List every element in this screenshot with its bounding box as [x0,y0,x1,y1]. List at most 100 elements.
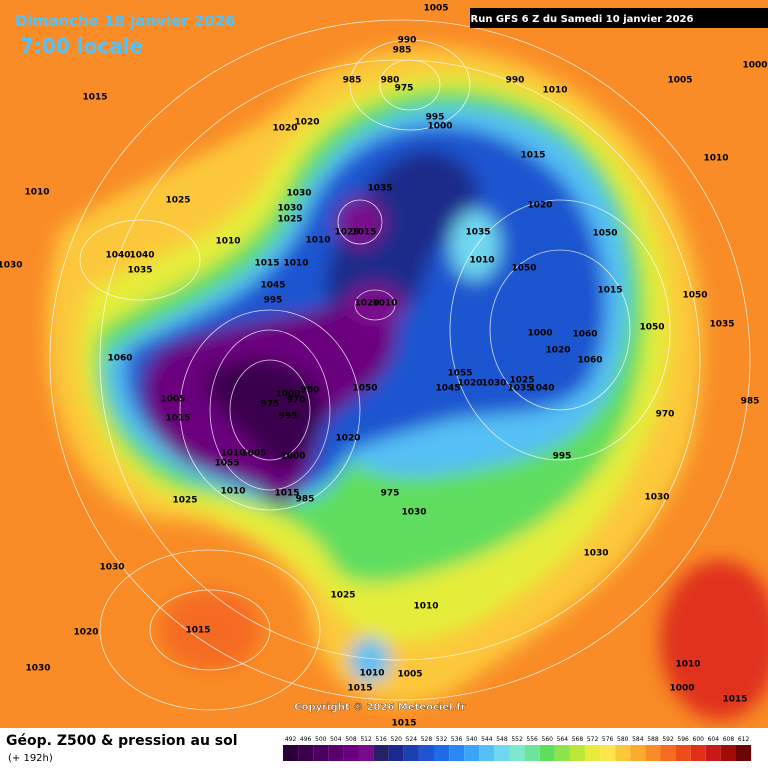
scale-swatch [615,745,631,761]
isobar-label: 985 [343,76,362,86]
isobar-label: 1050 [352,384,377,394]
isobar-label: 1045 [435,384,460,394]
isobar-label: 985 [296,495,315,505]
scale-swatch [298,745,314,761]
isobar-label: 1015 [82,93,107,103]
isobar-label: 1040 [529,384,554,394]
isobar-label: 1005 [667,76,692,86]
isobar-label: 1010 [675,660,700,670]
scale-swatch [449,745,465,761]
scale-swatch [388,745,404,761]
scale-swatch [283,745,299,761]
scale-label: 596 [677,736,689,743]
isobar-label: 1050 [511,264,536,274]
isobar-label: 1030 [644,493,669,503]
isobars [49,19,751,711]
isobar-label: 1020 [545,346,570,356]
isobar-label: 1015 [254,259,279,269]
isobar-label: 990 [398,36,417,46]
scale-label: 572 [587,736,599,743]
scale-swatch [464,745,480,761]
scale-label: 576 [602,736,614,743]
scale-label: 600 [693,736,705,743]
isobar-label: 1035 [507,384,532,394]
isobar-label: 1015 [185,626,210,636]
isobar-label: 1030 [583,549,608,559]
scale-swatch [630,745,646,761]
isobar-label: 1000 [275,390,300,400]
isobar-label: 1010 [469,256,494,266]
isobar-label: 1010 [283,259,308,269]
isobar-label: 1035 [709,320,734,330]
isobar-label: 1010 [220,449,245,459]
scale-swatch [509,745,525,761]
isobar-label: 1000 [742,61,767,71]
isobar-label: 1020 [73,628,98,638]
scale-swatch [720,745,736,761]
isobar-label: 1025 [277,215,302,225]
scale-swatch [600,745,616,761]
isobar-label: 1040 [129,251,154,261]
isobar-label: 1025 [172,496,197,506]
scale-label: 540 [466,736,478,743]
isobar-label: 1020 [335,434,360,444]
scale-swatch [358,745,374,761]
scale-swatch [660,745,676,761]
scale-swatch [403,745,419,761]
isobar-label: 1045 [260,281,285,291]
isobar-label: 1015 [722,695,747,705]
lead-time: (+ 192h) [8,753,53,764]
scale-label: 568 [572,736,584,743]
isobar-label: 995 [264,296,283,306]
isobar-label: 1010 [215,237,240,247]
isobar-label: 1030 [401,508,426,518]
isobar-label: 990 [506,76,525,86]
isobar-label: 970 [287,396,306,406]
scale-swatch [736,745,752,761]
scale-label: 544 [481,736,493,743]
isobar-label: 980 [301,386,320,396]
isobar-label: 1015 [391,719,416,729]
scale-label: 516 [375,736,387,743]
isobar-label: 970 [656,410,675,420]
isobar-label: 1000 [669,684,694,694]
isobar-label: 975 [261,400,280,410]
footer-title: Géop. Z500 & pression au sol [6,733,238,749]
isobar-label: 995 [279,412,298,422]
isobar-label: 1020 [272,124,297,134]
isobar-label: 1010 [305,236,330,246]
geopotential-field [46,46,768,720]
isobar-label: 1055 [214,459,239,469]
scale-label: 580 [617,736,629,743]
scale-swatch [373,745,389,761]
scale-label: 492 [285,736,297,743]
isobar-label: 1015 [597,286,622,296]
scale-label: 612 [738,736,750,743]
run-box [470,8,768,28]
scale-label: 524 [406,736,418,743]
scale-swatch [554,745,570,761]
isobar-label: 1015 [520,151,545,161]
isobar-label: 1040 [105,251,130,261]
isobar-label: 1035 [127,266,152,276]
scale-label: 604 [708,736,720,743]
time: 7:00 locale [20,34,143,58]
isobar-label: 1060 [107,354,132,364]
scale-label: 548 [496,736,508,743]
scale-label: 500 [315,736,327,743]
scale-swatch [479,745,495,761]
scale-label: 552 [511,736,523,743]
isobar-label: 1060 [572,330,597,340]
isobar-label: 1030 [286,189,311,199]
scale-swatch [313,745,329,761]
isobar-label: 1025 [509,376,534,386]
isobar-label: 1030 [99,563,124,573]
isobar-label: 1060 [577,356,602,366]
scale-label: 584 [632,736,644,743]
isobar-label: 995 [426,113,445,123]
isobar-label: 1025 [330,591,355,601]
isobar-label: 1050 [682,291,707,301]
scale-swatch [343,745,359,761]
isobar-label: 1030 [25,664,50,674]
